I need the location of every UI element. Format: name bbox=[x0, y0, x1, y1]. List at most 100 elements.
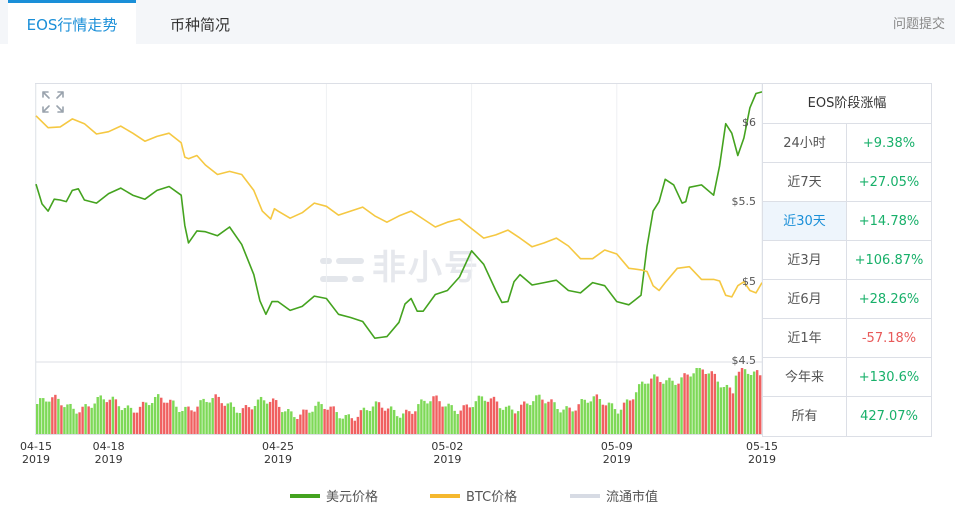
volume-bar bbox=[492, 396, 496, 434]
volume-bar bbox=[172, 400, 175, 434]
tab-coin-overview[interactable]: 币种简况 bbox=[170, 16, 231, 34]
gain-row-30d[interactable]: 近30天 +14.78% bbox=[763, 202, 931, 241]
volume-bar bbox=[743, 369, 747, 434]
volume-bar bbox=[223, 405, 226, 434]
volume-bar bbox=[728, 387, 732, 434]
gain-change: -57.18% bbox=[861, 331, 917, 346]
volume-bar bbox=[368, 410, 372, 434]
volume-bar bbox=[220, 403, 223, 434]
legend-usd-price[interactable]: 美元价格 bbox=[290, 486, 378, 505]
gain-row-all[interactable]: 所有 427.07% bbox=[763, 397, 931, 436]
volume-bar bbox=[674, 384, 677, 434]
volume-bar bbox=[144, 402, 148, 434]
volume-bar bbox=[293, 417, 296, 434]
volume-bar bbox=[520, 404, 523, 434]
volume-bar bbox=[132, 412, 136, 434]
volume-bar bbox=[199, 400, 202, 434]
volume-bar bbox=[529, 405, 532, 434]
volume-bar bbox=[541, 399, 544, 434]
volume-bar bbox=[550, 399, 553, 434]
x-tick-date: 04-25 bbox=[262, 440, 294, 453]
gain-period: 近3月 bbox=[763, 241, 847, 279]
volume-bar bbox=[653, 374, 656, 434]
volume-bar bbox=[565, 406, 568, 434]
gain-row-1y[interactable]: 近1年 -57.18% bbox=[763, 319, 931, 358]
volume-bar bbox=[217, 396, 220, 434]
volume-bar bbox=[208, 402, 211, 434]
volume-bar bbox=[235, 412, 239, 434]
volume-bar bbox=[607, 402, 611, 434]
volume-bar bbox=[256, 399, 260, 434]
gain-period: 近7天 bbox=[763, 163, 847, 201]
gain-change: 427.07% bbox=[860, 409, 918, 424]
volume-bar bbox=[432, 396, 435, 434]
y-tick-label: $4.5 bbox=[731, 354, 757, 367]
volume-bar bbox=[641, 381, 644, 434]
feedback-link[interactable]: 问题提交 bbox=[892, 17, 945, 32]
volume-bar bbox=[746, 373, 750, 434]
x-tick-date: 05-09 bbox=[600, 440, 633, 453]
volume-bar bbox=[105, 402, 108, 434]
volume-bar bbox=[737, 371, 741, 434]
volume-bar bbox=[734, 375, 738, 434]
volume-bar bbox=[462, 405, 465, 434]
volume-bar bbox=[459, 410, 462, 434]
gain-row-24h[interactable]: 24小时 +9.38% bbox=[763, 124, 931, 163]
volume-bar bbox=[392, 409, 396, 434]
tab-eos-trend[interactable]: EOS行情走势 bbox=[8, 0, 136, 44]
x-tick-label: 04-25 2019 bbox=[253, 440, 303, 466]
volume-bar bbox=[589, 401, 592, 434]
volume-bar bbox=[42, 398, 45, 434]
watermark-logo-icon bbox=[320, 257, 364, 282]
volume-bar bbox=[353, 420, 357, 434]
volume-bar bbox=[504, 406, 508, 434]
legend-btc-price[interactable]: BTC价格 bbox=[430, 486, 517, 505]
volume-bar bbox=[420, 399, 423, 434]
volume-bar bbox=[281, 412, 284, 434]
volume-bar bbox=[595, 394, 599, 434]
volume-bar bbox=[399, 417, 402, 434]
volume-bar bbox=[48, 401, 51, 434]
volume-bar bbox=[650, 378, 653, 434]
volume-bar bbox=[211, 398, 214, 434]
gain-row-6m[interactable]: 近6月 +28.26% bbox=[763, 280, 931, 319]
volume-bar bbox=[465, 404, 468, 434]
legend-market-cap[interactable]: 流通市值 bbox=[570, 486, 658, 505]
gain-row-ytd[interactable]: 今年来 +130.6% bbox=[763, 358, 931, 397]
volume-bar bbox=[480, 396, 484, 434]
gain-change: +27.05% bbox=[858, 175, 920, 190]
volume-bar bbox=[438, 401, 441, 434]
volume-bar bbox=[695, 368, 698, 434]
volume-bar bbox=[429, 401, 432, 434]
volume-bar bbox=[631, 399, 635, 434]
volume-bar bbox=[69, 403, 72, 434]
volume-bar bbox=[36, 404, 39, 434]
volume-bar bbox=[314, 405, 317, 434]
volume-bar bbox=[453, 410, 456, 434]
volume-bar bbox=[123, 407, 127, 434]
gain-row-3m[interactable]: 近3月 +106.87% bbox=[763, 241, 931, 280]
volume-bar bbox=[93, 403, 96, 434]
volume-bar bbox=[290, 411, 293, 434]
volume-bar bbox=[516, 411, 520, 434]
volume-bar bbox=[317, 401, 320, 434]
watermark: 非小号 bbox=[320, 240, 480, 289]
volume-bar bbox=[60, 405, 63, 434]
volume-bar bbox=[326, 409, 329, 434]
volume-bar bbox=[308, 412, 311, 434]
volume-bar bbox=[510, 409, 514, 434]
chart-legend: 美元价格 BTC价格 流通市值 bbox=[0, 486, 955, 505]
volume-bar bbox=[296, 419, 299, 434]
volume-bar bbox=[553, 402, 556, 434]
volume-bar bbox=[758, 375, 762, 434]
legend-label: BTC价格 bbox=[466, 490, 518, 505]
volume-bar bbox=[559, 412, 562, 434]
volume-bar bbox=[755, 370, 759, 434]
volume-bar bbox=[259, 396, 263, 434]
volume-bar bbox=[362, 407, 366, 434]
gain-row-7d[interactable]: 近7天 +27.05% bbox=[763, 163, 931, 202]
volume-bar bbox=[719, 387, 723, 434]
volume-bar bbox=[347, 414, 350, 434]
expand-icon[interactable] bbox=[40, 89, 66, 115]
